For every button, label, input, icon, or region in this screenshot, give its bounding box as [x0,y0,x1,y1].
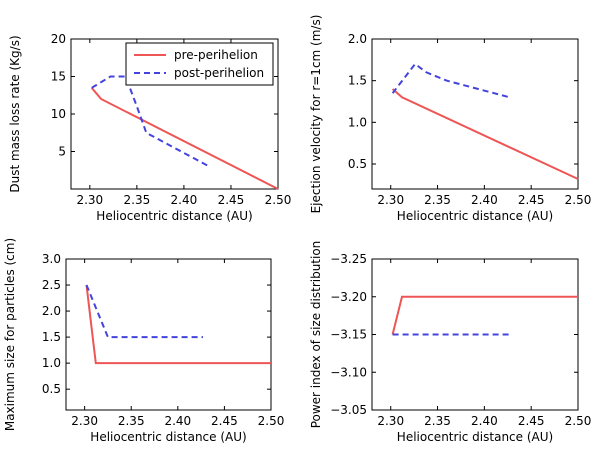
y-tick-label: 0.5 [348,157,367,171]
post-perihelion-line [91,75,210,168]
post-perihelion-line [85,284,203,339]
post-perihelion-line [391,62,510,99]
x-tick-label: 2.30 [76,193,103,207]
y-tick-label: −3.25 [330,252,367,266]
chart-panel-2: 2.30 2.35 2.40 2.45 2.50 0.5 1.0 1.5 2.0 Heliocen… [309,15,591,223]
x-tick-label: 2.50 [565,193,592,207]
x-tick-label: 2.45 [211,414,238,428]
y-tick-label: 1.5 [348,74,367,88]
y-tick-label: 3.0 [42,252,61,266]
y-tick-label: 2.0 [348,32,367,46]
x-tick-label: 2.45 [218,193,245,207]
x-axis-label: Heliocentric distance (AU) [96,209,252,223]
x-tick-label: 2.40 [164,414,191,428]
x-axis-label: Heliocentric distance (AU) [397,430,553,444]
x-tick-label: 2.35 [124,193,151,207]
y-tick-label: 0.5 [42,382,61,396]
x-tick-label: 2.50 [265,193,292,207]
x-tick-label: 2.30 [377,414,404,428]
plot-frame [371,38,579,190]
x-tick-label: 2.30 [377,193,404,207]
x-tick-label: 2.50 [565,414,592,428]
legend-label: post-perihelion [174,66,264,80]
x-tick-label: 2.35 [424,193,451,207]
pre-perihelion-line [85,284,271,365]
y-tick-label: 5 [58,145,66,159]
x-tick-label: 2.45 [518,414,545,428]
x-tick-label: 2.45 [518,193,545,207]
y-tick-label: −3.10 [330,365,367,379]
chart-panel-1: 2.30 2.35 2.40 2.45 2.50 5 10 15 20 Heliocentric … [8,32,291,223]
x-tick-label: 2.30 [71,414,98,428]
x-axis-label: Heliocentric distance (AU) [90,430,246,444]
y-axis-label: Dust mass loss rate (Kg/s) [8,35,22,192]
y-tick-label: 15 [51,70,66,84]
x-tick-label: 2.40 [171,193,198,207]
y-axis-label: Maximum size for particles (cm) [3,238,17,431]
x-tick-label: 2.35 [118,414,145,428]
y-tick-label: 1.5 [42,330,61,344]
legend: pre-perihelion post-perihelion [125,42,274,86]
x-axis-label: Heliocentric distance (AU) [397,209,553,223]
chart-panel-4: 2.30 2.35 2.40 2.45 2.50 −3.25 −3.20 −3.15 −3.10… [309,241,591,444]
pre-perihelion-line [90,87,279,190]
plot-frame [65,258,272,411]
y-tick-label: −3.05 [330,403,367,417]
x-tick-label: 2.40 [471,193,498,207]
y-tick-label: 1.0 [42,356,61,370]
legend-label: pre-perihelion [174,48,258,62]
y-axis-label: Power index of size distribution [309,241,323,429]
y-tick-label: −3.20 [330,290,367,304]
chart-panel-3: 2.30 2.35 2.40 2.45 2.50 0.5 1.0 1.5 2.0 2.5 3.0 He… [3,238,284,444]
y-tick-label: 1.0 [348,115,367,129]
pre-perihelion-line [391,88,579,180]
y-tick-label: 10 [51,107,66,121]
y-tick-label: 2.0 [42,304,61,318]
y-tick-label: −3.15 [330,328,367,342]
y-tick-label: 20 [51,32,66,46]
pre-perihelion-line [391,295,578,335]
y-tick-label: 2.5 [42,278,61,292]
x-tick-label: 2.40 [471,414,498,428]
legend-box [125,42,274,86]
y-axis-label: Ejection velocity for r=1cm (m/s) [309,15,323,214]
x-tick-label: 2.50 [258,414,285,428]
x-tick-label: 2.35 [424,414,451,428]
